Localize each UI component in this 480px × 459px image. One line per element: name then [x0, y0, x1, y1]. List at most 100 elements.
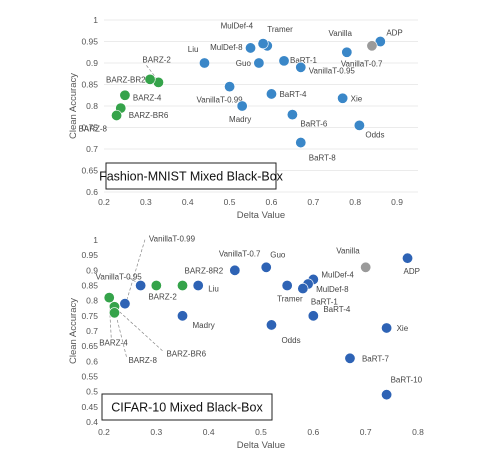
- data-point: [265, 319, 277, 331]
- x-tick-label: 0.3: [150, 427, 162, 437]
- y-tick-label: 0.45: [81, 402, 98, 412]
- point-label: Guo: [236, 59, 252, 68]
- data-point: [198, 57, 210, 69]
- y-tick-label: 0.95: [81, 37, 98, 47]
- y-tick-label: 0.95: [81, 250, 98, 260]
- x-tick-label: 0.5: [224, 197, 236, 207]
- point-label: Liu: [208, 285, 219, 294]
- cifar10-chart: 0.4 0.45 0.5 0.55 0.6 0.65 0.7 0.75 0.8 0.85 0.9 0.…: [68, 235, 424, 451]
- y-axis-title: Clean Accuracy: [68, 298, 79, 364]
- y-tick-label: 0.8: [86, 296, 98, 306]
- data-point: [307, 310, 319, 322]
- data-point: [297, 283, 309, 295]
- data-point: [150, 279, 162, 291]
- x-tick-label: 0.5: [255, 427, 267, 437]
- point-label: BaRT-7: [362, 354, 390, 363]
- y-tick-label: 0.9: [86, 265, 98, 275]
- y-tick-label: 1: [93, 15, 98, 25]
- y-tick-label: 0.7: [86, 144, 98, 154]
- fashion-mnist-chart: 0.6 0.65 0.7 0.75 0.8 0.85 0.9 0.95 1 0.2 0.3 0.4 0.…: [68, 15, 418, 221]
- data-point: [224, 81, 236, 93]
- chart-title-box: [101, 393, 273, 421]
- x-tick-label: 0.2: [98, 427, 110, 437]
- point-label: BARZ-8R2: [185, 267, 224, 276]
- leader-line: [116, 316, 127, 357]
- point-label: BARZ-2: [142, 55, 171, 64]
- data-point: [337, 92, 349, 104]
- point-label: BARZ-4: [133, 93, 162, 102]
- point-label: BaRT-10: [391, 376, 423, 385]
- point-label: BARZ-BR6: [166, 350, 206, 359]
- leader-line: [126, 239, 146, 300]
- data-point: [281, 279, 293, 291]
- leader-line: [146, 65, 157, 79]
- data-point: [286, 109, 298, 121]
- data-point: [119, 89, 131, 101]
- data-point: [278, 55, 290, 67]
- data-point: [366, 40, 378, 52]
- data-point: [135, 279, 147, 291]
- point-label: Xie: [397, 324, 409, 333]
- data-point: [119, 298, 131, 310]
- point-label: BARZ-BR2: [106, 75, 146, 84]
- y-tick-label: 0.6: [86, 356, 98, 366]
- y-tick-label: 0.75: [81, 123, 98, 133]
- point-label: Madry: [193, 321, 215, 330]
- x-tick-label: 0.9: [391, 197, 403, 207]
- y-tick-label: 0.8: [86, 101, 98, 111]
- point-label: BaRT-6: [300, 120, 328, 129]
- point-label: Tramer: [277, 295, 303, 304]
- data-point: [344, 352, 356, 364]
- point-label: BARZ-4: [99, 339, 128, 348]
- point-label: Guo: [270, 250, 286, 259]
- x-tick-label: 0.8: [412, 427, 424, 437]
- point-label: BaRT-4: [323, 305, 351, 314]
- x-tick-label: 0.7: [307, 197, 319, 207]
- x-tick-label: 0.2: [98, 197, 110, 207]
- point-label: MulDef-8: [316, 285, 349, 294]
- x-tick-label: 0.4: [182, 197, 194, 207]
- point-label: VanillaT-0.99: [149, 235, 196, 244]
- point-label: BaRT-1: [290, 56, 318, 65]
- point-label: VanillaT-0.95: [96, 273, 143, 282]
- y-tick-label: 0.7: [86, 326, 98, 336]
- data-point: [177, 310, 189, 322]
- data-point: [260, 261, 272, 273]
- y-axis-title: Clean Accuracy: [68, 73, 79, 139]
- point-label: BARZ-8: [128, 356, 157, 365]
- point-label: Vanilla: [336, 246, 360, 255]
- data-point: [257, 38, 269, 50]
- point-label: BARZ-BR6: [129, 111, 169, 120]
- y-tick-label: 0.85: [81, 80, 98, 90]
- data-point: [353, 119, 365, 131]
- point-label: MulDef-4: [321, 270, 354, 279]
- data-point: [295, 137, 307, 149]
- x-tick-label: 0.4: [203, 427, 215, 437]
- data-point: [111, 109, 123, 121]
- point-label: BaRT-1: [311, 298, 339, 307]
- point-label: VanillaT-0.95: [309, 66, 356, 75]
- data-point: [341, 46, 353, 58]
- point-label: VanillaT-0.7: [219, 249, 261, 258]
- x-tick-label: 0.3: [140, 197, 152, 207]
- y-tick-label: 0.85: [81, 281, 98, 291]
- point-label: ADP: [386, 29, 402, 38]
- point-label: BaRT-8: [309, 154, 337, 163]
- x-tick-label: 0.6: [266, 197, 278, 207]
- point-label: BARZ-2: [148, 293, 177, 302]
- y-tick-label: 0.4: [86, 417, 98, 427]
- data-point: [381, 322, 393, 334]
- point-label: Tramer: [267, 25, 293, 34]
- data-point: [108, 307, 120, 319]
- point-label: ADP: [404, 267, 420, 276]
- data-point: [295, 61, 307, 73]
- point-label: Madry: [229, 115, 251, 124]
- point-label: Xie: [351, 94, 363, 103]
- x-tick-label: 0.6: [307, 427, 319, 437]
- x-tick-label: 0.7: [360, 427, 372, 437]
- point-label: MulDef-8: [210, 43, 243, 52]
- y-tick-label: 0.65: [81, 341, 98, 351]
- point-label: Odds: [281, 336, 300, 345]
- data-point: [381, 389, 393, 401]
- data-point: [144, 73, 156, 85]
